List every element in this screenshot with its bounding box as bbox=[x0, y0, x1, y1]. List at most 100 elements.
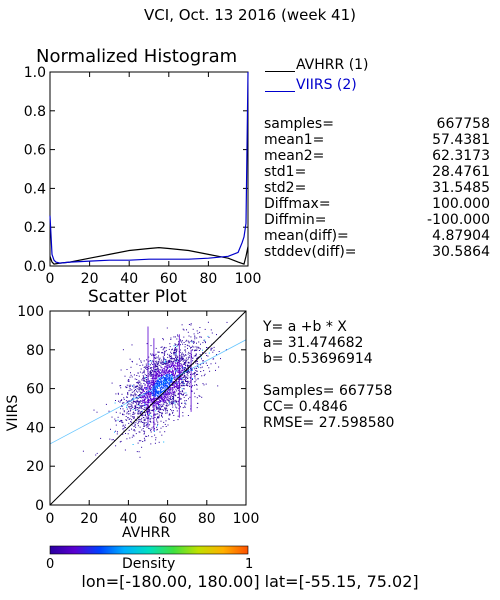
stat-value-diffmax: 100.000 bbox=[432, 196, 490, 212]
scatter-point bbox=[159, 388, 161, 390]
scatter-point bbox=[166, 405, 168, 407]
scatter-point bbox=[173, 384, 175, 385]
scatter-point bbox=[201, 375, 203, 377]
scatter-point bbox=[153, 385, 155, 387]
scatter-point bbox=[173, 415, 175, 416]
scatter-point bbox=[109, 438, 111, 440]
scatter-point bbox=[126, 438, 128, 440]
scatter-point bbox=[162, 399, 164, 401]
scatter-point bbox=[172, 404, 173, 406]
scatter-point bbox=[136, 379, 138, 380]
scatter-point bbox=[187, 358, 189, 360]
colorbar-min-label: 0 bbox=[46, 557, 55, 572]
scatter-point bbox=[188, 324, 190, 325]
scatter-point bbox=[154, 370, 156, 372]
scatter-point bbox=[149, 395, 151, 397]
scatter-point bbox=[210, 349, 212, 351]
scatter-point bbox=[185, 365, 186, 367]
scatter-point bbox=[165, 389, 166, 391]
scatter-point bbox=[185, 400, 187, 402]
scatter-point bbox=[215, 362, 217, 364]
scatter-point bbox=[133, 400, 135, 402]
scatter-point bbox=[173, 376, 175, 378]
scatter-point bbox=[176, 376, 178, 378]
scatter-point bbox=[161, 390, 163, 392]
scatter-point bbox=[155, 353, 157, 355]
scatter-point bbox=[192, 345, 194, 347]
scatter-point bbox=[170, 359, 172, 361]
scatter-point bbox=[177, 356, 179, 358]
scatter-point bbox=[126, 411, 128, 413]
scatter-point bbox=[185, 375, 187, 377]
scatter-point bbox=[176, 349, 178, 351]
scatter-point bbox=[164, 350, 166, 352]
scatter-point bbox=[159, 377, 161, 379]
scatter-point bbox=[141, 411, 143, 412]
scatter-point bbox=[179, 367, 181, 369]
scatter-point bbox=[176, 407, 178, 409]
scatter-point bbox=[168, 359, 170, 361]
scatter-point bbox=[148, 360, 150, 362]
scatter-point bbox=[168, 371, 170, 373]
scatter-point bbox=[206, 355, 208, 356]
scatter-point bbox=[169, 356, 171, 358]
scatter-point bbox=[171, 402, 173, 404]
scatter-point bbox=[175, 367, 176, 369]
stat-label-std1: std1= bbox=[264, 164, 307, 180]
scatter-point bbox=[168, 399, 170, 401]
scatter-point bbox=[151, 436, 153, 438]
scatter-point bbox=[146, 417, 148, 419]
scatter-point bbox=[177, 334, 178, 336]
scatter-point bbox=[157, 413, 159, 415]
scatter-point bbox=[155, 391, 157, 393]
scatter-point bbox=[125, 387, 127, 389]
scatter-point bbox=[176, 401, 178, 402]
scatter-point bbox=[159, 361, 161, 363]
scatter-point bbox=[184, 364, 186, 366]
scatter-point bbox=[160, 382, 162, 384]
scatter-point bbox=[163, 369, 165, 371]
scatter-point bbox=[163, 383, 165, 385]
scatter-point bbox=[156, 380, 158, 382]
scatter-point bbox=[200, 367, 202, 369]
scatter-point bbox=[156, 385, 158, 387]
scatter-point bbox=[132, 409, 134, 410]
scatter-point bbox=[142, 385, 143, 387]
scatter-point bbox=[167, 372, 169, 374]
scatter-point bbox=[177, 381, 179, 383]
scatter-point bbox=[156, 428, 158, 430]
scatter-point bbox=[134, 389, 136, 390]
scatter-point bbox=[132, 361, 133, 363]
scatter-point bbox=[138, 408, 140, 410]
scatter-point bbox=[167, 368, 169, 369]
scatter-point bbox=[152, 378, 153, 380]
scatter-point bbox=[167, 367, 169, 368]
scatter-point bbox=[126, 396, 127, 398]
scatter-point bbox=[166, 374, 168, 376]
scatter-point bbox=[179, 351, 181, 353]
scatter-point bbox=[166, 377, 168, 379]
scatter-point bbox=[131, 405, 133, 407]
scatter-point bbox=[166, 369, 168, 371]
scatter-point bbox=[169, 357, 171, 359]
scatter-point bbox=[167, 360, 169, 362]
scatter-point bbox=[144, 394, 146, 396]
scatter-point bbox=[157, 373, 159, 375]
scatter-point bbox=[163, 386, 165, 388]
scatter-point bbox=[162, 338, 164, 339]
scatter-point bbox=[131, 424, 133, 426]
scatter-point bbox=[162, 380, 164, 382]
scatter-point bbox=[187, 362, 189, 364]
scatter-point bbox=[166, 327, 168, 329]
scatter-point bbox=[159, 369, 161, 371]
scatter-point bbox=[156, 373, 158, 375]
scatter-point bbox=[173, 354, 175, 356]
scatter-point bbox=[199, 395, 201, 397]
scatter-point bbox=[192, 341, 194, 343]
scatter-point bbox=[176, 370, 178, 372]
scatter-point bbox=[150, 373, 152, 375]
scatter-point bbox=[170, 351, 172, 353]
scatter-point bbox=[125, 416, 127, 417]
scatter-point bbox=[188, 371, 190, 373]
scatter-point bbox=[156, 383, 158, 385]
